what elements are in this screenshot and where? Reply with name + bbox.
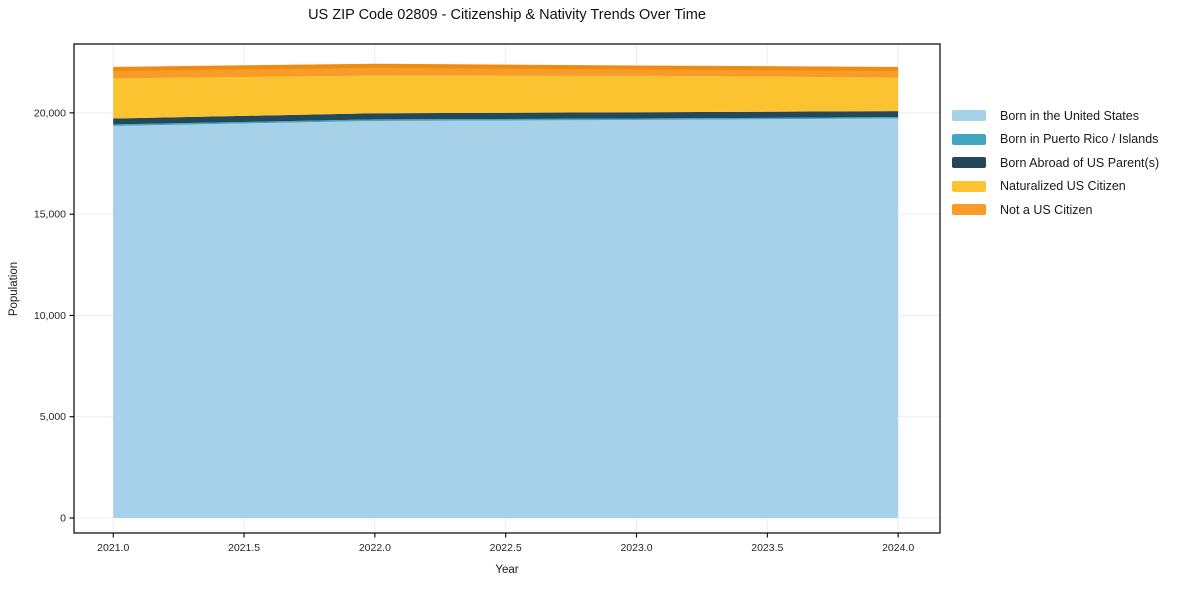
x-tick-label: 2022.0 [359,542,391,554]
x-tick-label: 2021.0 [97,542,129,554]
x-tick-label: 2023.5 [751,542,783,554]
x-tick-label: 2024.0 [882,542,914,554]
x-tick-label: 2022.5 [490,542,522,554]
legend-item-born-in-the-united-states: Born in the United States [952,104,1159,128]
plot-border [73,43,941,534]
y-tick-label: 20,000 [34,107,66,119]
legend-item-not-a-us-citizen: Not a US Citizen [952,198,1159,222]
legend-swatch-born-abroad-of-us-parent-s [952,157,986,169]
legend-swatch-born-in-puerto-rico-islands [952,133,986,145]
area-born-in-the-united-states [113,118,899,518]
x-tick-label: 2021.5 [228,542,260,554]
legend-item-born-abroad-of-us-parent-s: Born Abroad of US Parent(s) [952,151,1159,175]
y-tick-label: 5,000 [40,411,66,423]
legend-item-naturalized-us-citizen: Naturalized US Citizen [952,175,1159,199]
legend-item-born-in-puerto-rico-islands: Born in Puerto Rico / Islands [952,128,1159,152]
area-born-abroad-of-us-parent-s [113,111,899,125]
legend-label: Born in Puerto Rico / Islands [1000,132,1159,147]
legend-label: Not a US Citizen [1000,202,1093,217]
legend: Born in the United States Born in Puerto … [952,104,1159,222]
y-tick-label: 0 [60,513,66,525]
edge-not-a-us-citizen [113,63,899,71]
area-naturalized-us-citizen [113,75,899,119]
x-tick-label: 2023.0 [620,542,652,554]
x-axis-label: Year [495,564,519,576]
y-tick-label: 10,000 [34,310,66,322]
y-axis-label: Population [8,261,20,317]
y-tick-label: 15,000 [34,209,66,221]
area-born-in-puerto-rico-islands [113,117,899,126]
legend-label: Naturalized US Citizen [1000,179,1126,194]
legend-swatch-not-a-us-citizen [952,204,986,216]
legend-label: Born Abroad of US Parent(s) [1000,155,1160,170]
chart-title: US ZIP Code 02809 - Citizenship & Nativi… [308,7,706,23]
legend-swatch-naturalized-us-citizen [952,180,986,192]
legend-swatch-born-in-the-united-states [952,110,986,122]
legend-label: Born in the United States [1000,108,1139,123]
